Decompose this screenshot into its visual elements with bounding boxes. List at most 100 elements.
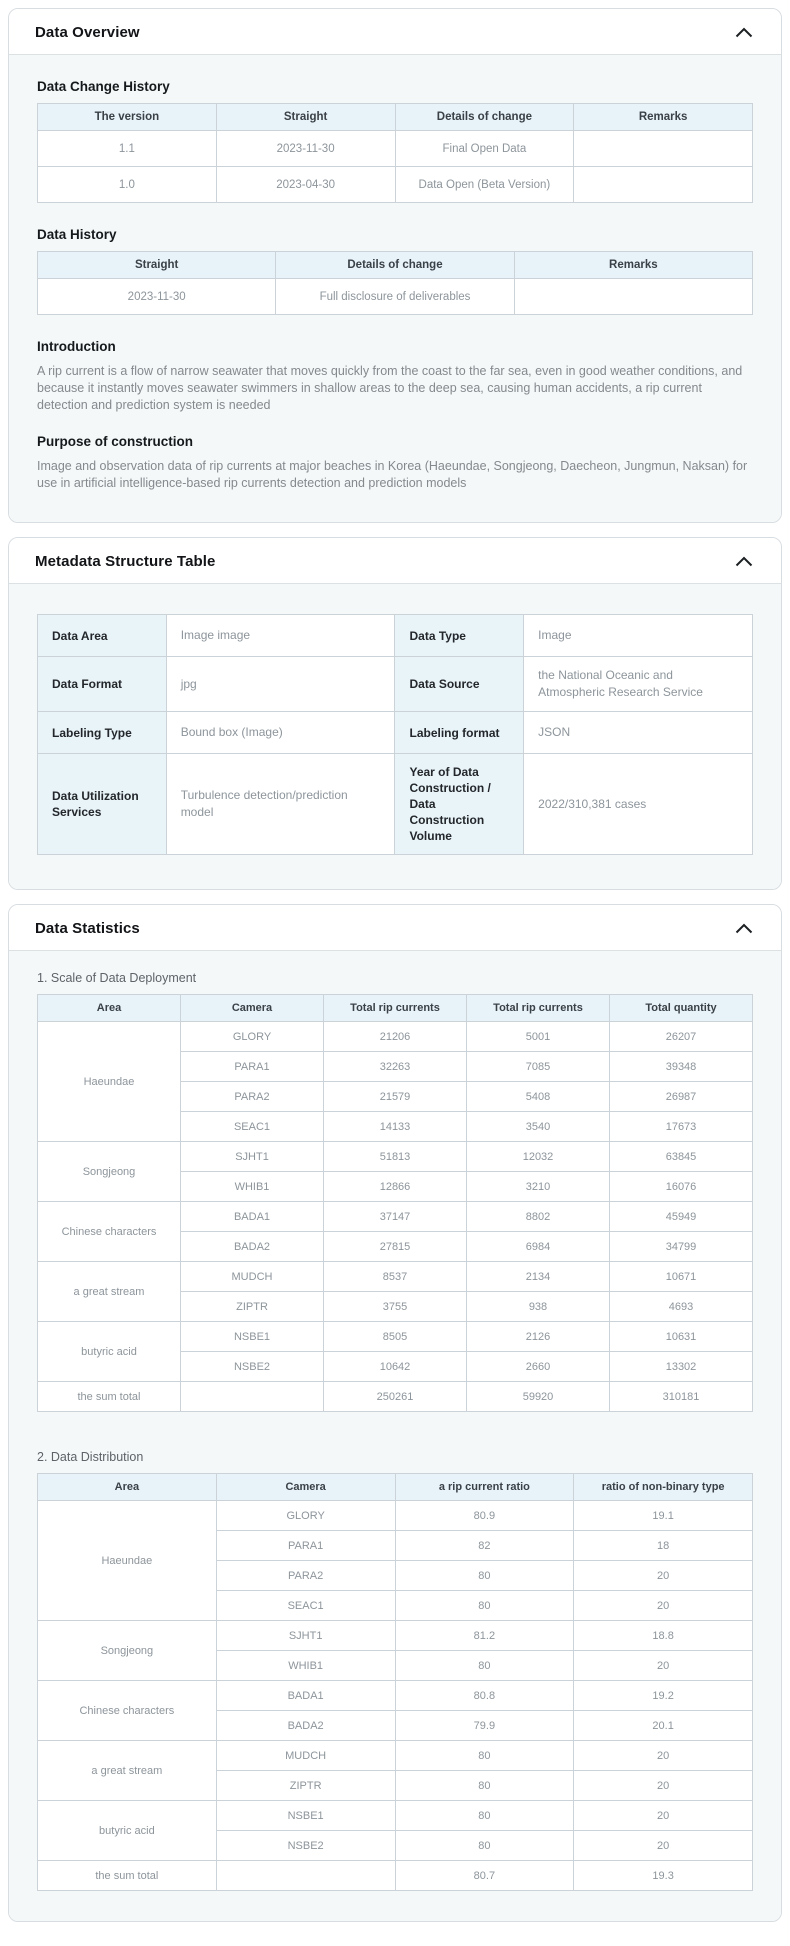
distribution-caption: 2. Data Distribution	[37, 1450, 144, 1464]
value-cell: 10671	[609, 1261, 753, 1292]
value-cell: 14133	[323, 1111, 467, 1142]
camera-cell: MUDCH	[215, 1740, 396, 1771]
value-cell: 12866	[323, 1171, 467, 1202]
value-cell: 19.2	[573, 1680, 753, 1711]
metadata-structure-body: Data Area Image image Data Type Image Data F…	[9, 583, 781, 889]
distribution-table: Area Camera a rip current ratio ratio of no…	[37, 1473, 753, 1891]
value-cell: 17673	[609, 1111, 753, 1142]
table-header-row: Straight Details of change Remarks	[36, 251, 754, 279]
card-title: Data Statistics	[35, 920, 140, 937]
camera-cell: BADA1	[215, 1680, 396, 1711]
total-row: the sum total 80.7 19.3	[37, 1860, 753, 1891]
value-cell: 8505	[323, 1321, 467, 1352]
camera-cell: PARA2	[215, 1560, 396, 1591]
camera-cell: PARA1	[215, 1530, 396, 1561]
value-cell: 4693	[609, 1291, 753, 1322]
value-cell: 27815	[323, 1231, 467, 1262]
metadata-label: Data Utilization Services	[37, 753, 167, 855]
value-cell: 21206	[323, 1021, 467, 1052]
value-cell: 6984	[466, 1231, 610, 1262]
table-cell: 1.0	[37, 166, 217, 203]
column-header: Details of change	[275, 251, 515, 279]
column-header: The version	[37, 103, 217, 131]
metadata-value: jpg	[165, 656, 396, 712]
area-cell: a great stream	[37, 1740, 217, 1801]
table-row: PARA2 21579 5408 26987	[38, 1081, 753, 1112]
value-cell: 19.3	[573, 1860, 753, 1891]
value-cell: 80.8	[394, 1680, 575, 1711]
value-cell: 34799	[609, 1231, 753, 1262]
camera-cell: GLORY	[215, 1500, 396, 1531]
total-label-cell: the sum total	[37, 1860, 217, 1891]
data-overview-card: Data Overview Data Change History The ve…	[8, 8, 782, 523]
table-row: 1.0 2023-04-30 Data Open (Beta Version)	[37, 166, 753, 203]
camera-cell	[215, 1860, 396, 1891]
metadata-structure-card: Metadata Structure Table Data Area Image …	[8, 537, 782, 890]
value-cell: 20	[573, 1590, 753, 1621]
data-statistics-body: 1. Scale of Data Deployment Area Camera To…	[9, 950, 781, 1921]
value-cell: 45949	[609, 1201, 753, 1232]
value-cell: 20	[573, 1650, 753, 1681]
table-cell: 2023-04-30	[215, 166, 396, 203]
table-row: Haeundae GLORY 80.9 19.1	[37, 1500, 753, 1621]
table-header-row: Area Camera Total rip currents Total rip cu…	[37, 994, 753, 1022]
area-cell: butyric acid	[37, 1800, 217, 1861]
value-cell: 2660	[466, 1351, 610, 1382]
metadata-table: Data Area Image image Data Type Image Data F…	[37, 614, 753, 855]
card-title: Data Overview	[35, 24, 140, 41]
value-cell: 10631	[609, 1321, 753, 1352]
metadata-label: Year of Data Construction / Data Constru…	[394, 753, 525, 855]
value-cell: 10642	[323, 1351, 467, 1382]
camera-cell: ZIPTR	[215, 1770, 396, 1801]
value-cell: 5408	[466, 1081, 610, 1112]
table-cell	[573, 166, 753, 203]
table-row: Chinese characters BADA1 80.8 19.2	[37, 1680, 753, 1741]
camera-cell	[180, 1381, 324, 1412]
introduction-heading: Introduction	[37, 339, 116, 354]
camera-cell: BADA2	[215, 1710, 396, 1741]
camera-cell: SEAC1	[180, 1111, 324, 1142]
value-cell: 5001	[466, 1021, 610, 1052]
table-row: Haeundae GLORY 21206 5001 26207	[37, 1021, 753, 1142]
chevron-up-icon[interactable]	[733, 25, 755, 40]
value-cell: 8802	[466, 1201, 610, 1232]
value-cell: 80.7	[394, 1860, 575, 1891]
table-row: Songjeong SJHT1 81.2 18.8	[37, 1620, 753, 1681]
metadata-row: Data Utilization Services Turbulence dete…	[37, 753, 753, 855]
metadata-row: Labeling Type Bound box (Image) Labeling f…	[37, 711, 753, 754]
metadata-value: 2022/310,381 cases	[523, 753, 753, 855]
total-label-cell: the sum total	[37, 1381, 181, 1412]
table-cell	[513, 278, 754, 315]
column-header: Camera	[180, 994, 324, 1022]
chevron-up-icon[interactable]	[733, 921, 755, 936]
table-cell: 1.1	[37, 130, 217, 167]
value-cell: 20	[573, 1740, 753, 1771]
value-cell: 82	[394, 1530, 575, 1561]
area-cell: Chinese characters	[37, 1680, 217, 1741]
chevron-up-icon[interactable]	[733, 554, 755, 569]
value-cell: 80	[394, 1650, 575, 1681]
metadata-row: Data Area Image image Data Type Image	[37, 614, 753, 657]
column-header: Details of change	[394, 103, 575, 131]
data-overview-header[interactable]: Data Overview	[9, 9, 781, 54]
value-cell: 13302	[609, 1351, 753, 1382]
value-cell: 63845	[609, 1141, 753, 1172]
metadata-structure-header[interactable]: Metadata Structure Table	[9, 538, 781, 583]
value-cell: 18	[573, 1530, 753, 1561]
value-cell: 80	[394, 1740, 575, 1771]
value-cell: 3755	[323, 1291, 467, 1322]
data-statistics-header[interactable]: Data Statistics	[9, 905, 781, 950]
camera-cell: MUDCH	[180, 1261, 324, 1292]
area-cell: Chinese characters	[37, 1201, 181, 1262]
value-cell: 21579	[323, 1081, 467, 1112]
metadata-value: Image	[523, 614, 753, 657]
value-cell: 2126	[466, 1321, 610, 1352]
table-header-row: Area Camera a rip current ratio ratio of no…	[37, 1473, 753, 1501]
camera-cell: PARA2	[180, 1081, 324, 1112]
column-header: a rip current ratio	[394, 1473, 575, 1501]
camera-cell: NSBE1	[180, 1321, 324, 1352]
value-cell: 3210	[466, 1171, 610, 1202]
table-row: butyric acid NSBE1 8505 2126 10631	[37, 1321, 753, 1382]
card-title: Metadata Structure Table	[35, 553, 216, 570]
area-cell: Songjeong	[37, 1620, 217, 1681]
